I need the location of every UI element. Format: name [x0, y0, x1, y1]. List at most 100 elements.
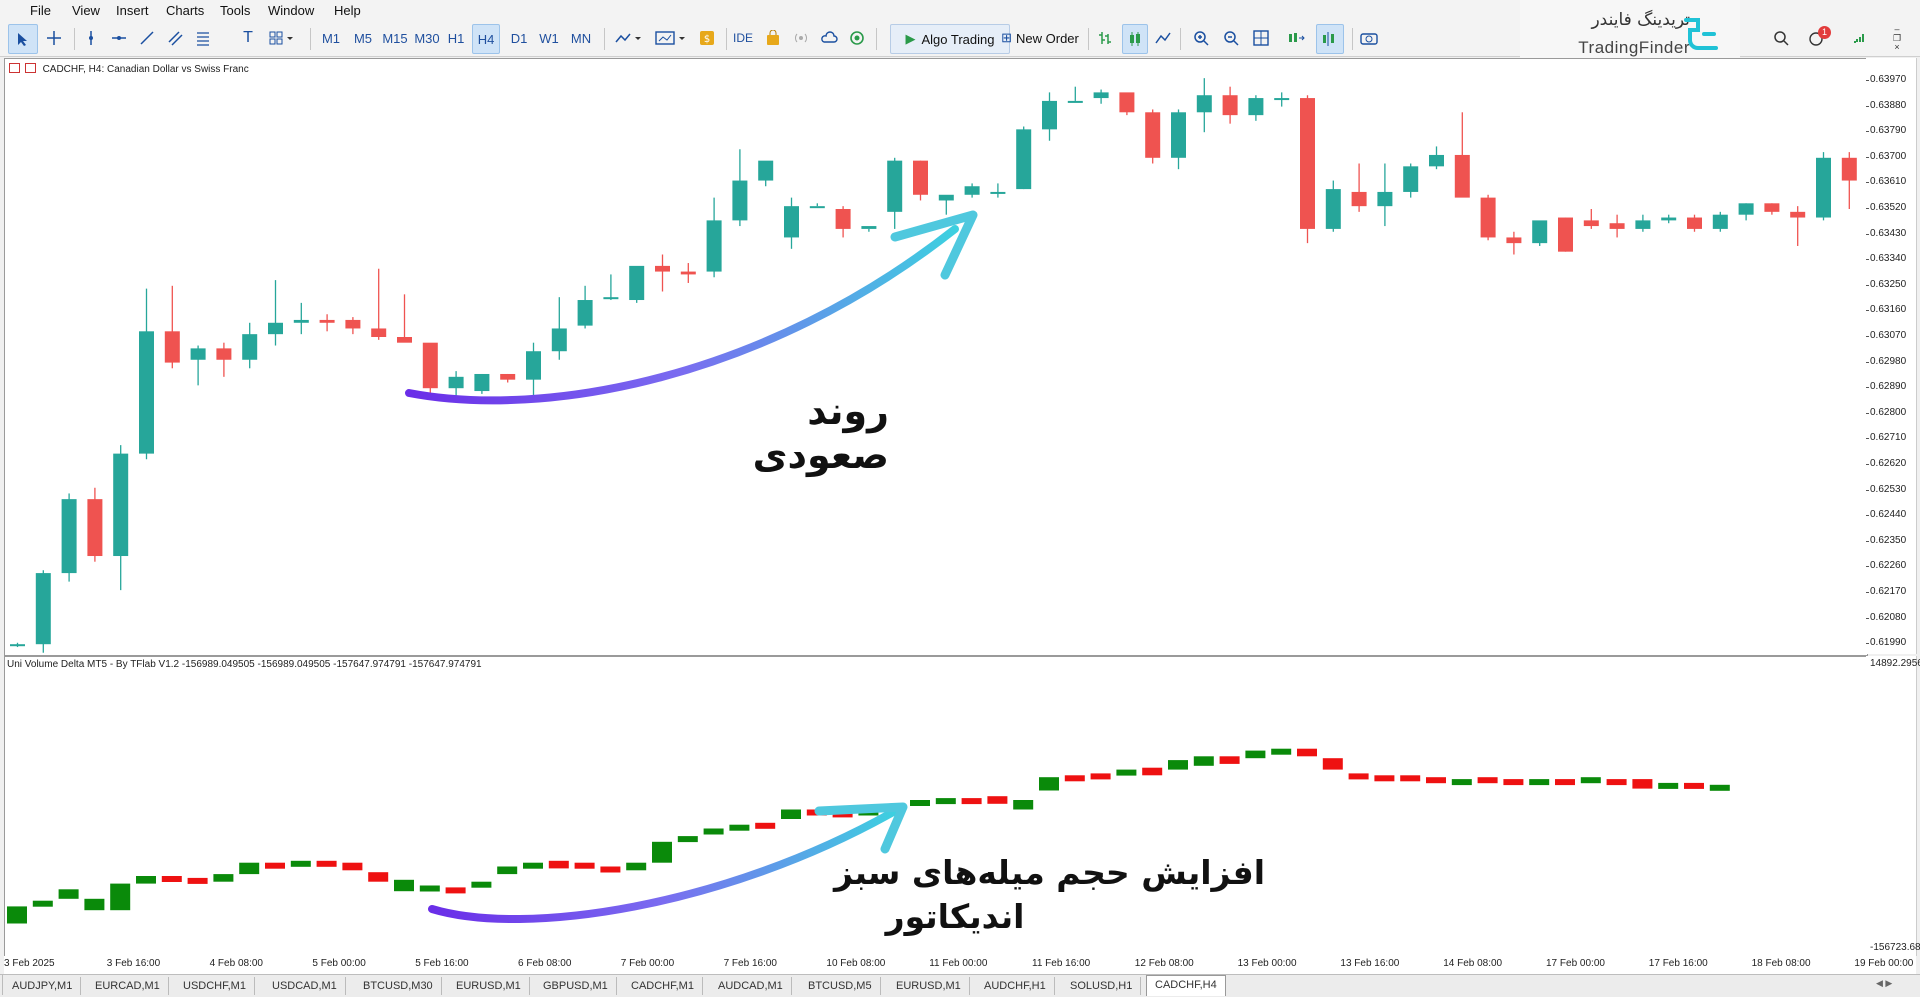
timeframe-w1[interactable]: W1: [539, 30, 559, 46]
vps-icon[interactable]: [846, 24, 868, 52]
tab-cadchf-m1[interactable]: CADCHF,M1: [623, 977, 703, 995]
price-axis-tick: [1866, 131, 1869, 133]
bullish-candle: [139, 331, 154, 454]
signal-icon[interactable]: [790, 24, 812, 52]
channel-icon[interactable]: [164, 24, 186, 52]
timeframe-m1[interactable]: M1: [321, 30, 341, 46]
bullish-candle: [1196, 95, 1212, 113]
tab-usdcad-m1[interactable]: USDCAD,M1: [264, 977, 346, 995]
price-axis-tick: [1866, 105, 1869, 107]
chart-shift-icon[interactable]: [1316, 24, 1344, 54]
menu-insert[interactable]: Insert: [116, 3, 149, 18]
volume-annotation-line1: افزایش حجم میله‌های سبز: [833, 853, 1265, 892]
timeframe-mn[interactable]: MN: [570, 30, 592, 46]
bearish-candle: [655, 265, 670, 272]
timeframe-m5[interactable]: M5: [353, 30, 373, 46]
tab-solusd-h1[interactable]: SOLUSD,H1: [1062, 977, 1142, 995]
chart-type-icon[interactable]: [612, 24, 646, 52]
tab-gbpusd-m1[interactable]: GBPUSD,M1: [535, 977, 617, 995]
search-icon[interactable]: [1770, 24, 1792, 52]
line-chart-icon[interactable]: [1152, 24, 1174, 52]
shapes-menu-icon[interactable]: [266, 24, 300, 52]
menu-charts[interactable]: Charts: [166, 3, 205, 18]
timeframe-h4[interactable]: H4: [472, 24, 500, 54]
volume-bar-bearish: [548, 860, 569, 869]
time-axis-label: 18 Feb 08:00: [1751, 958, 1811, 969]
uptrend-arrow: [405, 210, 978, 405]
autoscroll-icon[interactable]: [1284, 24, 1308, 52]
menu-file[interactable]: File: [30, 3, 51, 18]
fibonacci-icon[interactable]: [192, 24, 214, 52]
cursor-icon[interactable]: [8, 24, 38, 54]
notifications-icon[interactable]: 1: [1806, 24, 1831, 52]
tab-scroll-arrows[interactable]: ◀ ▶: [1876, 978, 1893, 988]
volume-bar-bearish: [1374, 775, 1395, 782]
vertical-line-icon[interactable]: [80, 24, 102, 52]
volume-bar-bullish: [1039, 777, 1059, 791]
tab-cadchf-h4[interactable]: CADCHF,H4: [1146, 975, 1226, 996]
volume-bar-bullish: [497, 866, 518, 875]
indicators-icon[interactable]: [652, 24, 690, 52]
time-axis-label: 6 Feb 08:00: [518, 958, 572, 969]
horizontal-line-icon[interactable]: [108, 24, 130, 52]
bearish-candle: [680, 271, 696, 275]
bar-chart-icon[interactable]: [1094, 24, 1116, 52]
cloud-icon[interactable]: [818, 24, 840, 52]
tab-usdchf-m1[interactable]: USDCHF,M1: [175, 977, 255, 995]
price-axis-label: 0.63070: [1870, 330, 1907, 341]
menu-view[interactable]: View: [72, 3, 100, 18]
timeframe-m15[interactable]: M15: [382, 30, 408, 46]
bullish-candle: [887, 160, 903, 212]
zoom-out-icon[interactable]: [1220, 24, 1242, 52]
grid-layout-icon[interactable]: [1250, 24, 1272, 52]
tab-audchf-h1[interactable]: AUDCHF,H1: [976, 977, 1055, 995]
bearish-candle: [1841, 157, 1857, 181]
volume-bar-bearish: [161, 876, 182, 882]
volume-bar-bullish: [136, 876, 156, 884]
close-icon[interactable]: ×: [1894, 41, 1900, 52]
restore-icon[interactable]: ❐: [1892, 32, 1902, 43]
bullish-candle: [1377, 191, 1393, 207]
candlestick-icon[interactable]: [1122, 24, 1148, 54]
ide-button[interactable]: IDE: [732, 31, 753, 45]
tab-eurusd-m1-2[interactable]: EURUSD,M1: [888, 977, 970, 995]
time-axis[interactable]: 3 Feb 2025 3 Feb 16:00 4 Feb 08:00 5 Feb 00…: [4, 956, 1916, 974]
volume-bar-bearish: [1142, 767, 1163, 776]
screenshot-icon[interactable]: [1358, 24, 1380, 52]
menu-help[interactable]: Help: [334, 3, 361, 18]
tab-audcad-m1[interactable]: AUDCAD,M1: [710, 977, 792, 995]
time-axis-label: 4 Feb 08:00: [209, 958, 263, 969]
zoom-in-icon[interactable]: [1190, 24, 1212, 52]
menu-tools[interactable]: Tools: [220, 3, 251, 18]
bullish-candle: [809, 206, 825, 209]
timeframe-h1[interactable]: H1: [447, 30, 465, 46]
price-axis-label: 0.61990: [1870, 637, 1907, 649]
tab-btcusd-m5[interactable]: BTCUSD,M5: [800, 977, 881, 995]
coins-icon[interactable]: $: [696, 24, 718, 52]
timeframe-m30[interactable]: M30: [414, 30, 440, 46]
chart-title: CADCHF, H4: Canadian Dollar vs Swiss Fra…: [9, 63, 249, 75]
timeframe-d1[interactable]: D1: [510, 30, 528, 46]
price-chart-pane[interactable]: CADCHF, H4: Canadian Dollar vs Swiss Fra…: [4, 58, 1868, 656]
text-tool-icon[interactable]: T: [243, 29, 253, 46]
indicator-axis[interactable]: 14892.2956 -156723.68: [1866, 656, 1920, 956]
tab-btcusd-m30[interactable]: BTCUSD,M30: [355, 977, 442, 995]
tab-audjpy-m1[interactable]: AUDJPY,M1: [4, 977, 82, 995]
trendline-icon[interactable]: [136, 24, 158, 52]
price-axis[interactable]: 0.63970 0.63880 0.63790 0.63700 0.63610 0.635…: [1866, 58, 1917, 654]
menu-window[interactable]: Window: [268, 3, 315, 18]
signal-strength-icon[interactable]: [1848, 24, 1870, 52]
minimize-icon[interactable]: –: [1894, 23, 1900, 34]
crosshair-icon[interactable]: [40, 24, 68, 52]
algo-trading-button[interactable]: ▶ Algo Trading: [890, 24, 1010, 54]
bearish-candle: [1351, 191, 1367, 207]
tab-eurusd-m1[interactable]: EURUSD,M1: [448, 977, 530, 995]
indicator-pane[interactable]: Uni Volume Delta MT5 - By TFlab V1.2 -15…: [4, 656, 1868, 958]
tab-eurcad-m1[interactable]: EURCAD,M1: [87, 977, 169, 995]
volume-bar-bullish: [1709, 784, 1730, 791]
bullish-candle: [526, 351, 541, 380]
volume-bar-bearish: [368, 872, 389, 882]
chart-sync-icon: [24, 63, 36, 73]
market-bag-icon[interactable]: [762, 24, 784, 52]
new-order-button[interactable]: ⊞ New Order: [1001, 30, 1079, 46]
